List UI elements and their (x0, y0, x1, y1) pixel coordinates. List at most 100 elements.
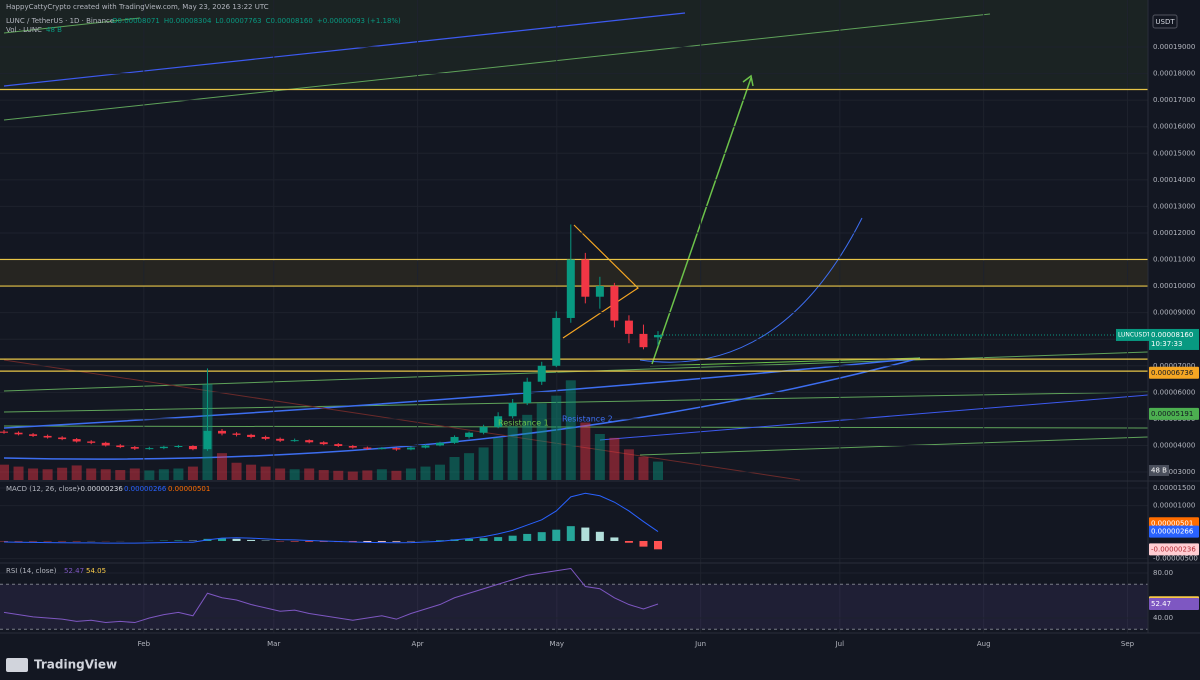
price-tag-label: 0.00000501 (1151, 519, 1193, 527)
macd-histogram-bar (639, 540, 648, 547)
macd-histogram-bar (494, 537, 503, 541)
candle-body (159, 446, 168, 449)
candle-body (508, 402, 517, 417)
candle-body (174, 445, 183, 447)
macd-histogram-bar (610, 537, 619, 541)
volume-bar (57, 467, 68, 480)
x-tick-label: Aug (977, 640, 991, 648)
symbol-tag (1116, 328, 1149, 341)
price-tag-label: -0.00000236 (1151, 545, 1196, 553)
axis-labels: 0.000030000.000040000.000050000.00006000… (138, 43, 1199, 648)
currency: USDT (1155, 18, 1175, 26)
macd-histogram-bar (247, 539, 256, 541)
y-tick-label: 0.00015000 (1153, 149, 1195, 157)
volume-bar (260, 466, 271, 480)
ohlc-value: L0.00007763 (215, 17, 261, 25)
macd-legend: 0.00000501 (168, 485, 210, 493)
x-tick-label: Apr (412, 640, 424, 648)
y-tick-label: 0.00019000 (1153, 43, 1195, 51)
volume-label: Vol · LUNC (6, 26, 42, 34)
macd-histogram-bar (290, 540, 299, 542)
candle-body (624, 320, 633, 334)
volume-bar (42, 469, 53, 480)
volume-bar (507, 426, 518, 480)
macd-histogram-bar (377, 540, 386, 542)
volume-bar (318, 470, 329, 480)
x-tick-label: Jun (694, 640, 706, 648)
candle-body (595, 286, 604, 297)
volume-bar (231, 462, 242, 480)
candle-body (363, 447, 372, 449)
y-tick-label: 0.00007000 (1153, 362, 1195, 370)
zone (0, 0, 1148, 90)
logo-mark (6, 658, 28, 672)
candle-body (0, 431, 8, 433)
header: LUNC / TetherUS · 1D · Binance O0.000080… (6, 17, 401, 25)
curve (3, 357, 921, 460)
volume-bar (100, 469, 111, 480)
x-tick-label: Jul (835, 640, 845, 648)
price-tag (1149, 543, 1199, 556)
trend-line (599, 394, 1149, 441)
y-tick-label: 0.00003000 (1153, 468, 1195, 476)
last-price-tag (1149, 328, 1199, 350)
macd-histogram-bar (363, 540, 372, 543)
volume-bar (594, 434, 605, 480)
candle-body (334, 444, 343, 446)
volume-bar (638, 457, 649, 480)
macd-histogram-bar (581, 527, 590, 541)
macd-histogram-bar (305, 540, 314, 542)
candle-body (537, 365, 546, 382)
macd-legend: -0.00000236 (78, 485, 123, 493)
macd-legend: 0.00000266 (124, 485, 167, 493)
volume-bar (144, 470, 155, 480)
macd-histogram-bar (436, 540, 444, 541)
volume-bar (536, 403, 547, 480)
rsi-legend: 52.47 (64, 567, 84, 575)
y-tick-label: 80.00 (1153, 569, 1173, 577)
candle-body (247, 434, 256, 437)
volume-bar (391, 470, 402, 480)
candle-body (450, 436, 459, 443)
volume-bar (609, 437, 620, 480)
candle-body (552, 317, 561, 366)
price-tag (1149, 366, 1199, 379)
candle-body (29, 434, 38, 436)
arrow-head (742, 74, 754, 87)
macd-histogram-bar (537, 532, 546, 541)
candle-body (290, 440, 299, 442)
x-tick-label: Mar (267, 640, 280, 648)
macd-histogram-bar (508, 535, 517, 541)
y-tick-label: -0.00000500 (1153, 555, 1198, 563)
macd-histogram-bar (595, 531, 604, 541)
y-tick-label: 0.00016000 (1153, 123, 1195, 131)
candle-body (58, 437, 67, 440)
macd-histogram-bar (566, 526, 575, 541)
y-tick-label: 0.00014000 (1153, 176, 1195, 184)
candle-body (43, 435, 52, 438)
price-tag (1149, 597, 1199, 610)
y-tick-label: 0.00009000 (1153, 309, 1195, 317)
candle-body (203, 430, 212, 450)
trend-line (639, 436, 1149, 456)
price-tag-label: 0.00005191 (1151, 410, 1193, 418)
ohlc-value: C0.00008160 (266, 17, 313, 25)
candle-body (494, 416, 503, 427)
trend-line (3, 17, 141, 34)
y-tick-label: 0.00018000 (1153, 70, 1195, 78)
volume-bar (464, 453, 475, 480)
price-tag (1149, 525, 1199, 538)
candle-body (465, 432, 474, 437)
candle-body (305, 440, 314, 443)
y-tick-label: 0.00010000 (1153, 282, 1195, 290)
volume-bar (565, 380, 576, 480)
y-tick-label: 40.00 (1153, 614, 1173, 622)
y-tick-label: 0.00017000 (1153, 96, 1195, 104)
volume-bar (173, 468, 184, 480)
candle-body (581, 259, 590, 297)
candle-body (610, 286, 619, 321)
author: HappyCattyCrypto created with TradingVie… (6, 3, 269, 11)
candle-body (188, 445, 197, 450)
macd-histogram-bar (624, 540, 633, 543)
